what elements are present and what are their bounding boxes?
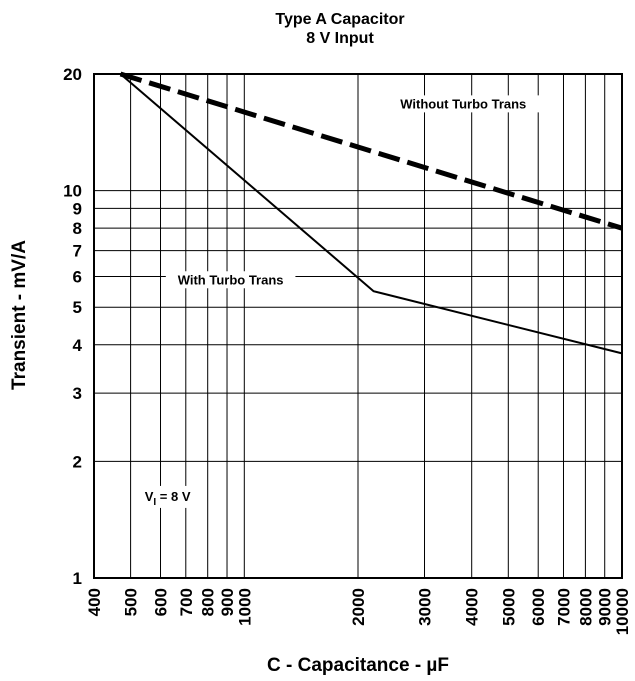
y-tick-label: 8 bbox=[73, 219, 82, 238]
x-tick-label: 5000 bbox=[499, 588, 518, 626]
x-tick-label: 9000 bbox=[596, 588, 615, 626]
y-tick-label: 6 bbox=[73, 268, 82, 287]
x-tick-label: 900 bbox=[218, 588, 237, 616]
series bbox=[119, 71, 623, 355]
annotation-label: With Turbo Trans bbox=[178, 272, 284, 287]
y-tick-label: 5 bbox=[73, 298, 82, 317]
annotation-background bbox=[165, 271, 296, 289]
y-tick-label: 7 bbox=[73, 242, 82, 261]
annotation-vi-label: VI = 8 V bbox=[145, 489, 191, 508]
grid bbox=[93, 73, 623, 579]
series-with-turbo-trans bbox=[119, 73, 623, 355]
x-tick-label: 2000 bbox=[349, 588, 368, 626]
x-tick-label: 800 bbox=[199, 588, 218, 616]
annotation-label: Without Turbo Trans bbox=[400, 96, 526, 111]
y-tick-label: 9 bbox=[73, 199, 82, 218]
annotation-background bbox=[140, 485, 205, 508]
y-tick-label: 20 bbox=[63, 65, 82, 84]
plot-frame bbox=[93, 73, 623, 579]
x-tick-label: 500 bbox=[122, 588, 141, 616]
x-tick-label: 4000 bbox=[463, 588, 482, 626]
x-tick-label: 700 bbox=[177, 588, 196, 616]
y-tick-label: 2 bbox=[73, 452, 82, 471]
x-tick-label: 1000 bbox=[235, 588, 254, 626]
x-tick-label: 7000 bbox=[554, 588, 573, 626]
y-tick-label: 1 bbox=[73, 569, 82, 588]
series-without-turbo-trans bbox=[119, 71, 623, 231]
annotations: Without Turbo Trans With Turbo Trans VI = … bbox=[140, 95, 540, 508]
chart-title-line-2: 8 V Input bbox=[306, 30, 374, 47]
y-axis-label: Transient - mV/A bbox=[9, 240, 30, 390]
y-tick-label: 3 bbox=[73, 384, 82, 403]
y-tick-label: 4 bbox=[73, 336, 83, 355]
chart-title-line-1: Type A Capacitor bbox=[275, 11, 404, 28]
x-tick-label: 3000 bbox=[416, 588, 435, 626]
x-tick-label: 600 bbox=[152, 588, 171, 616]
annotation-background bbox=[387, 95, 540, 113]
x-tick-label: 6000 bbox=[529, 588, 548, 626]
x-tick-label: 400 bbox=[85, 588, 104, 616]
y-tick-label: 10 bbox=[63, 182, 82, 201]
x-tick-label: 8000 bbox=[576, 588, 595, 626]
x-tick-label: 10000 bbox=[613, 588, 632, 635]
x-axis-label: C - Capacitance - µF bbox=[267, 655, 449, 676]
